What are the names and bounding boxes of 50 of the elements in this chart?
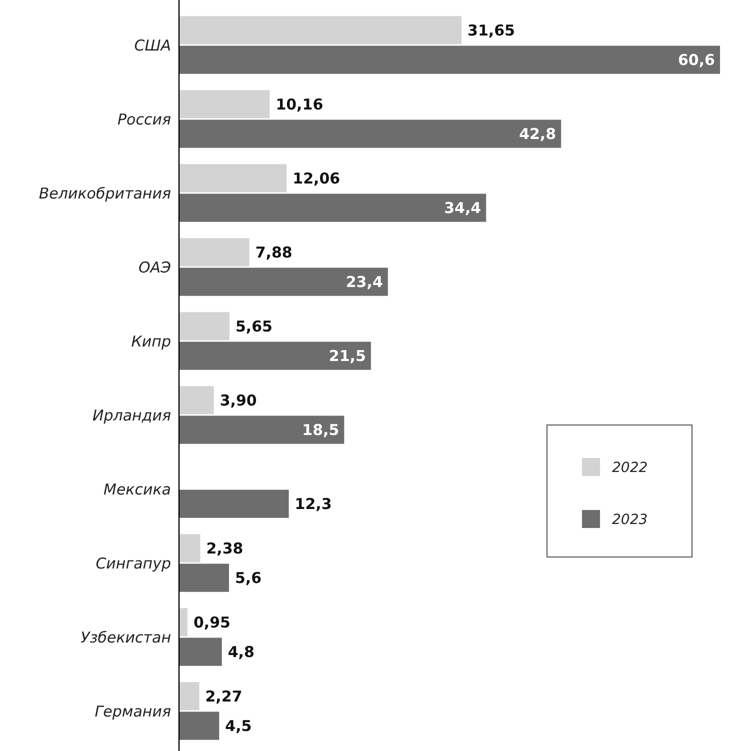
data-label: 10,16 [276,95,324,114]
bar [179,386,214,414]
data-label: 5,6 [234,569,262,588]
bar [179,16,462,44]
y-tick-label: Узбекистан [80,628,172,646]
y-tick-label: Великобритания [38,184,171,202]
data-label: 12,06 [292,169,340,188]
bar [179,164,287,192]
legend-label: 2022 [612,460,648,476]
bar [179,608,188,636]
bar [179,90,270,118]
y-tick-label: США [134,36,171,54]
y-tick-label: Мексика [104,480,171,498]
y-tick-label: Кипр [131,332,171,350]
data-label: 5,65 [235,317,272,336]
data-label: 4,5 [225,717,252,736]
bar [179,120,562,148]
bar [179,534,200,562]
bar [179,194,486,222]
bar [179,46,720,74]
data-label: 21,5 [328,347,366,366]
bar [179,638,222,666]
data-label: 2,27 [205,687,242,706]
data-label: 3,90 [220,391,257,410]
data-label: 34,4 [444,199,482,218]
bar [179,712,220,740]
data-label: 7,88 [255,243,292,262]
y-tick-label: Россия [118,110,171,128]
bar [179,268,388,296]
data-label: 12,3 [294,495,332,514]
y-tick-label: ОАЭ [138,258,172,276]
bar [179,682,200,710]
y-tick-label: Сингапур [96,554,171,572]
data-label: 31,65 [468,21,516,40]
bar [179,416,344,444]
data-label: 60,6 [678,51,715,70]
data-label: 2,38 [206,539,244,558]
bar [179,490,289,518]
data-label: 42,8 [519,125,556,144]
data-label: 23,4 [346,273,383,292]
bar [179,238,250,266]
y-tick-label: Германия [94,702,171,720]
y-tick-label: Ирландия [92,406,171,424]
data-label: 4,8 [228,643,254,662]
bar [179,564,229,592]
legend-label: 2023 [612,512,648,528]
bar [179,312,230,340]
data-label: 18,5 [302,421,340,440]
bar [179,342,371,370]
data-label: 0,95 [193,613,230,632]
